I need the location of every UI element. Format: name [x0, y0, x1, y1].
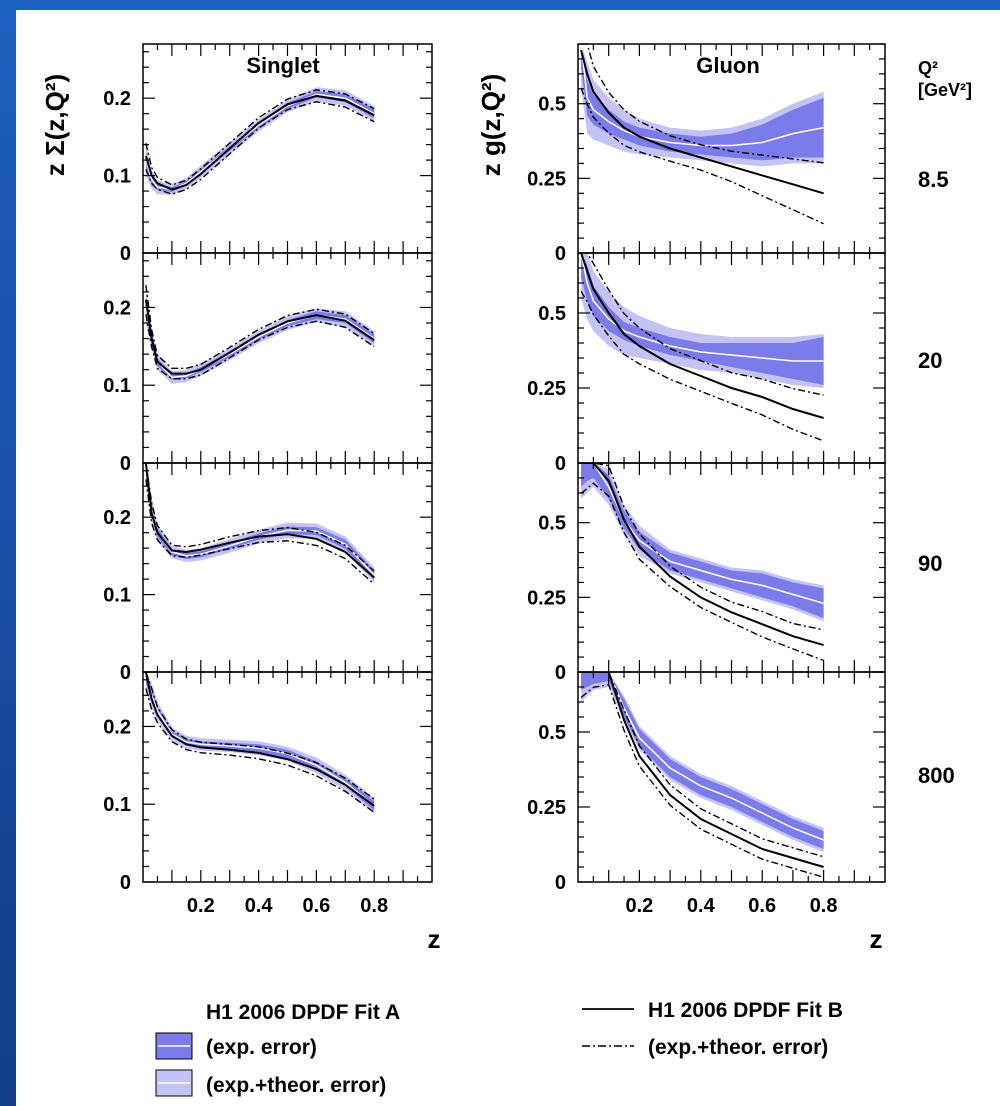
- gluon-xlabel: z: [870, 924, 883, 954]
- singlet-ylabel: z Σ(z,Q²): [40, 74, 70, 176]
- gluon-xtick-label: 0.4: [687, 895, 716, 917]
- gluon-panel-2-fit-b-upper: [581, 253, 824, 396]
- singlet-xtick-label: 0.2: [187, 895, 215, 917]
- singlet-xtick-label: 0.6: [302, 895, 330, 917]
- singlet-title: Singlet: [246, 53, 320, 78]
- legend-exp-error: (exp. error): [206, 1036, 317, 1059]
- singlet-panel-2-frame: [142, 252, 433, 464]
- singlet-panel-2-ytick-label: 0: [120, 453, 131, 475]
- gluon-panel-4-ytick-label: 0.25: [527, 797, 566, 819]
- gluon-panel-2-ytick-label: 0.25: [527, 378, 566, 400]
- q2-value-row-2: 20: [918, 348, 942, 373]
- gluon-panel-3-ytick-label: 0.5: [538, 513, 566, 535]
- gluon-panel-2-fit-b-lower: [580, 290, 824, 442]
- singlet-panel-3-exp-theor-band: [145, 463, 375, 583]
- gluon-panel-2-fit-b-line: [580, 253, 824, 419]
- singlet-panel-2-ytick-label: 0.2: [103, 297, 131, 319]
- singlet-panel-1-ytick-label: 0.1: [103, 166, 131, 188]
- singlet-panel-2-exp-band: [145, 298, 375, 380]
- gluon-panel-2-fit-a-line: [580, 253, 824, 362]
- gluon-panel-4-fit-b-line: [581, 672, 824, 868]
- singlet-panel-2-fit-b-line: [144, 299, 375, 375]
- singlet-panel-1-exp-theor-band: [145, 87, 375, 195]
- singlet-panel-1-ytick-label: 0: [120, 243, 131, 265]
- q2-header: Q²: [918, 58, 938, 78]
- singlet-panel-2-fit-b-upper: [145, 285, 375, 369]
- singlet-panel-3-fit-b-upper: [145, 463, 375, 572]
- singlet-xtick-label: 0.4: [245, 895, 274, 917]
- gluon-ylabel: z g(z,Q²): [476, 74, 506, 177]
- singlet-panel-2-ytick-label: 0.1: [103, 375, 131, 397]
- singlet-panel-4-ytick-label: 0.2: [103, 716, 131, 738]
- gluon-panel-4-exp-band: [581, 672, 824, 849]
- singlet-xlabel: z: [428, 924, 441, 954]
- singlet-panel-3-fit-b-lower: [145, 479, 375, 585]
- legend-fit-b-title: H1 2006 DPDF Fit B: [648, 999, 843, 1022]
- gluon-panel-3-ytick-label: 0: [555, 662, 566, 684]
- gluon-panel-1-fit-b-upper: [581, 44, 824, 164]
- singlet-xtick-label: 0.8: [360, 895, 388, 917]
- gluon-panel-3-ytick-label: 0.25: [527, 587, 566, 609]
- gluon-panel-3-fit-b-upper: [581, 463, 824, 631]
- singlet-panel-1-fit-a-line: [145, 93, 375, 191]
- singlet-panel-2-fit-b-lower: [145, 314, 375, 380]
- gluon-panel-4-ytick-label: 0.5: [538, 722, 566, 744]
- q2-value-row-3: 90: [918, 551, 942, 576]
- gluon-panel-2-ytick-label: 0.5: [538, 303, 566, 325]
- gluon-panel-4-fit-b-lower: [580, 684, 824, 878]
- legend-exp-theor-error: (exp.+theor. error): [206, 1074, 386, 1097]
- singlet-panel-4-fit-a-line: [145, 672, 375, 807]
- singlet-panel-3-ytick-label: 0.1: [103, 585, 131, 607]
- singlet-panel-3-exp-band: [145, 463, 375, 580]
- gluon-panel-1-fit-a-line: [580, 44, 824, 147]
- singlet-panel-1-fit-b-upper: [145, 89, 375, 186]
- singlet-panel-4-frame: [142, 671, 433, 883]
- gluon-xtick-label: 0.8: [810, 895, 838, 917]
- gluon-title: Gluon: [696, 53, 760, 78]
- gluon-xtick-label: 0.6: [748, 895, 776, 917]
- singlet-panel-4-fit-b-line: [144, 672, 375, 807]
- q2-value-row-4: 800: [918, 763, 955, 788]
- plot-area: 0 0.1 0.2 0 0.1 0.2 0 0.1 0.2 0 0.1 0.2 0.2 0.4 0.6 0.8…: [103, 43, 886, 917]
- gluon-panel-2-ytick-label: 0: [555, 453, 566, 475]
- gluon-panel-1-ytick-label: 0.5: [538, 94, 566, 116]
- gluon-panel-1-fit-b-lower: [580, 87, 824, 225]
- gluon-panel-1-ytick-label: 0.25: [527, 168, 566, 190]
- singlet-panel-4-exp-theor-band: [145, 672, 375, 814]
- gluon-panel-3-exp-band: [581, 463, 824, 619]
- gluon-panel-2-exp-band: [581, 253, 824, 385]
- q2-unit: [GeV²]: [918, 80, 972, 100]
- gluon-panel-1-ytick-label: 0: [555, 243, 566, 265]
- singlet-panel-4-ytick-label: 0.1: [103, 794, 131, 816]
- singlet-panel-3-fit-b-line: [144, 463, 375, 579]
- gluon-panel-1-fit-b-line: [580, 49, 824, 195]
- legend-fit-b-error: (exp.+theor. error): [648, 1036, 828, 1059]
- singlet-panel-1-fit-b-lower: [145, 101, 375, 195]
- singlet-panel-1-fit-b-line: [144, 94, 375, 191]
- singlet-panel-1-ytick-label: 0.2: [103, 88, 131, 110]
- singlet-panel-3-ytick-label: 0: [120, 662, 131, 684]
- q2-value-row-1: 8.5: [918, 167, 949, 192]
- singlet-panel-4-fit-b-lower: [145, 688, 375, 813]
- gluon-panel-3-fit-b-line: [581, 463, 824, 647]
- singlet-panel-3-frame: [142, 462, 433, 673]
- gluon-panel-3-fit-b-lower: [580, 482, 824, 662]
- legend-fit-a-title: H1 2006 DPDF Fit A: [206, 1001, 400, 1024]
- singlet-panel-4-exp-band: [145, 672, 375, 811]
- singlet-panel-4-ytick-label: 0: [120, 872, 131, 894]
- gluon-xtick-label: 0.2: [625, 895, 653, 917]
- legend: H1 2006 DPDF Fit A (exp. error) (exp.+th…: [155, 999, 843, 1097]
- gluon-panel-4-fit-a-line: [581, 672, 824, 841]
- singlet-panel-3-ytick-label: 0.2: [103, 507, 131, 529]
- gluon-panel-1-exp-band: [581, 44, 824, 161]
- singlet-panel-4-fit-b-upper: [145, 672, 375, 800]
- gluon-panel-4-ytick-label: 0: [555, 872, 566, 894]
